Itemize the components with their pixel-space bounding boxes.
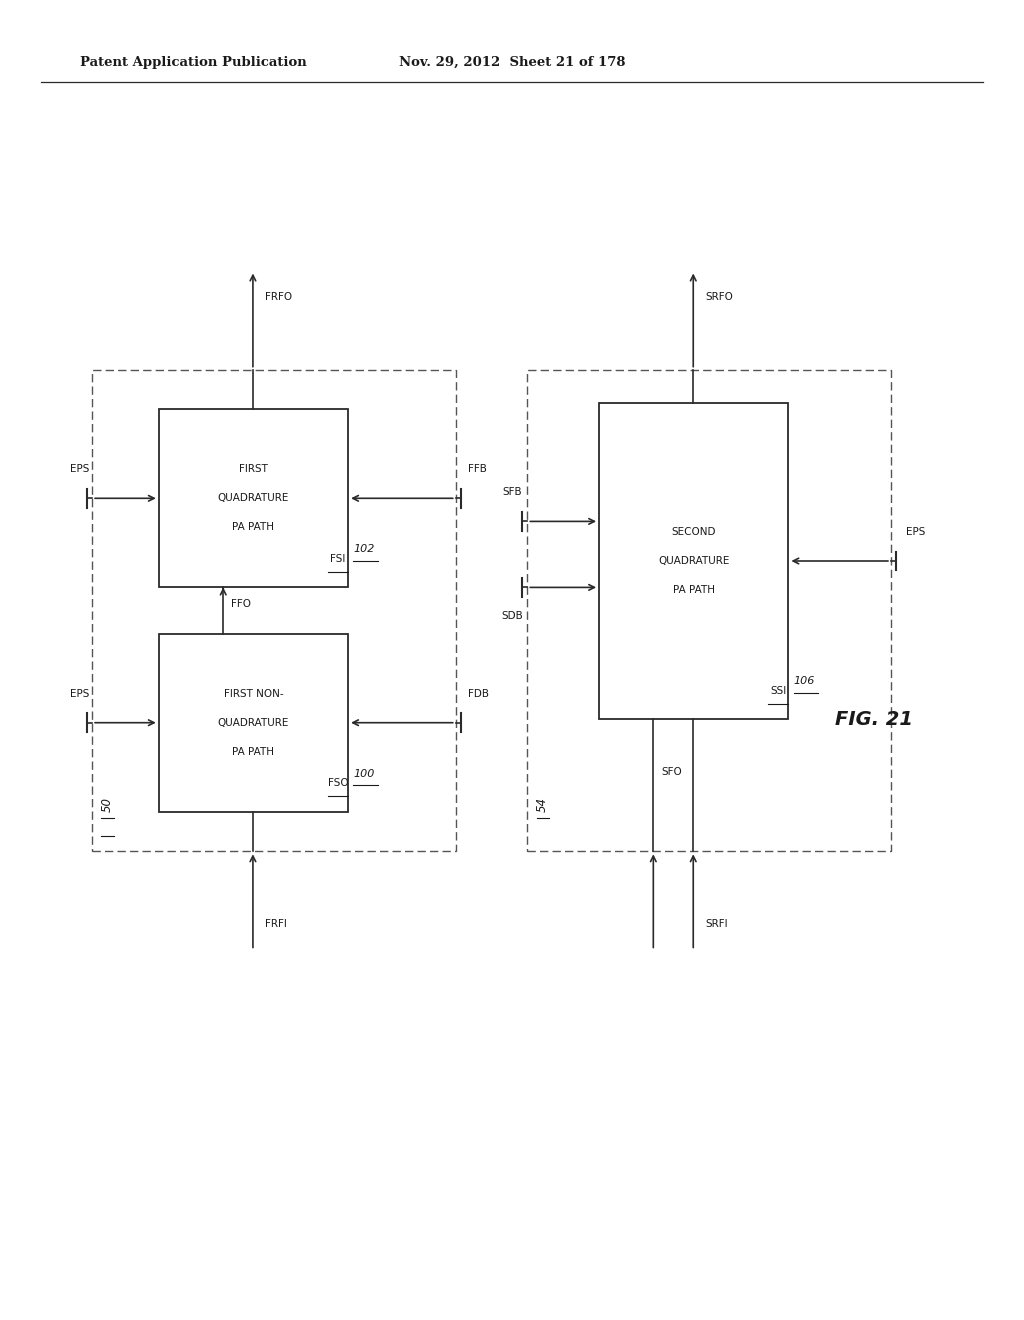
Text: 50: 50 bbox=[101, 797, 114, 812]
Text: SECOND: SECOND bbox=[672, 527, 716, 537]
Text: SSI: SSI bbox=[770, 685, 786, 696]
Text: Patent Application Publication: Patent Application Publication bbox=[80, 55, 306, 69]
Text: SFB: SFB bbox=[502, 487, 522, 498]
Text: FIRST NON-: FIRST NON- bbox=[223, 689, 284, 698]
Bar bbox=[159, 409, 348, 587]
Bar bbox=[159, 634, 348, 812]
Text: QUADRATURE: QUADRATURE bbox=[658, 556, 729, 566]
Text: QUADRATURE: QUADRATURE bbox=[218, 494, 289, 503]
Text: PA PATH: PA PATH bbox=[673, 585, 715, 595]
Text: SDB: SDB bbox=[501, 611, 523, 622]
Text: SRFO: SRFO bbox=[706, 292, 733, 302]
Text: 54: 54 bbox=[537, 797, 549, 812]
Text: 102: 102 bbox=[353, 544, 375, 554]
Text: FSI: FSI bbox=[330, 553, 346, 564]
Text: PA PATH: PA PATH bbox=[232, 747, 274, 756]
Text: SFO: SFO bbox=[662, 767, 682, 777]
Text: FRFO: FRFO bbox=[265, 292, 292, 302]
Text: FSO: FSO bbox=[328, 777, 348, 788]
Bar bbox=[92, 370, 456, 851]
Bar bbox=[527, 370, 891, 851]
Text: EPS: EPS bbox=[71, 465, 89, 474]
Text: FFO: FFO bbox=[231, 599, 252, 609]
Text: FDB: FDB bbox=[468, 689, 489, 698]
Text: 106: 106 bbox=[794, 676, 815, 686]
Text: Nov. 29, 2012  Sheet 21 of 178: Nov. 29, 2012 Sheet 21 of 178 bbox=[398, 55, 626, 69]
Text: FRFI: FRFI bbox=[265, 919, 287, 929]
Bar bbox=[599, 403, 788, 719]
Text: QUADRATURE: QUADRATURE bbox=[218, 718, 289, 727]
Text: FIG. 21: FIG. 21 bbox=[835, 710, 912, 729]
Text: FFB: FFB bbox=[468, 465, 486, 474]
Text: PA PATH: PA PATH bbox=[232, 523, 274, 532]
Text: FIRST: FIRST bbox=[239, 465, 268, 474]
Text: SRFI: SRFI bbox=[706, 919, 728, 929]
Text: 100: 100 bbox=[353, 768, 375, 779]
Text: EPS: EPS bbox=[906, 527, 926, 537]
Text: EPS: EPS bbox=[71, 689, 89, 698]
